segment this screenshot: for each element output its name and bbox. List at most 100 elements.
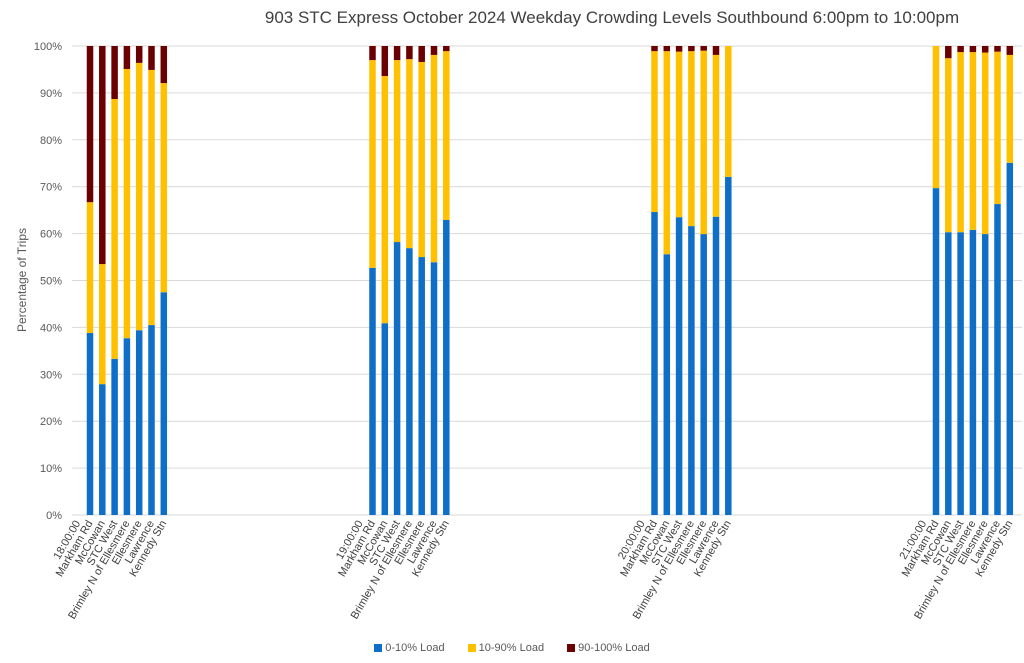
bar-segment-mid-load [1006,54,1014,163]
bar-segment-mid-load [932,46,940,189]
bar-segment-mid-load [123,68,131,339]
bar-segment-high-load [651,46,658,52]
bar-segment-high-load [969,46,977,53]
bar-segment-mid-load [725,46,732,177]
bar-segment-low-load [99,384,106,515]
bar-segment-high-load [994,46,1001,52]
legend-swatch-high [567,644,576,652]
bar-segment-low-load [111,358,118,515]
bar-segment-low-load [712,216,720,515]
y-tick-label: 20% [40,416,62,428]
bar-segment-high-load [381,46,389,77]
bar-segment-high-load [160,46,168,84]
bar-segment-high-load [712,46,720,55]
bar-segment-high-load [99,46,106,265]
bar-segment-mid-load [135,62,143,331]
legend-swatch-low [374,644,383,652]
legend-item-mid: 10-90% Load [467,642,545,654]
bar-segment-high-load [945,46,952,59]
bar-segment-low-load [675,217,683,515]
bar-segment-high-load [123,46,131,69]
bar-segment-low-load [957,232,964,515]
bar-segment-mid-load [981,52,989,235]
chart-title: 903 STC Express October 2024 Weekday Cro… [264,8,960,27]
bar-segment-high-load [443,46,450,52]
bar-segment-high-load [688,46,695,52]
bar-segment-mid-load [99,264,106,385]
bar-segment-low-load [651,212,658,515]
bar-segment-mid-load [969,52,977,230]
bar-segment-mid-load [86,202,94,334]
bar-segment-high-load [957,46,964,53]
bar-segment-low-load [994,204,1001,516]
y-tick-label: 50% [40,276,62,288]
bar-segment-low-load [160,292,168,515]
bar-segment-mid-load [369,60,376,268]
legend-label-mid: 10-90% Load [478,642,545,654]
bar-segment-low-load [688,226,695,515]
bar-segment-mid-load [663,51,671,255]
bar-segment-low-load [443,219,450,515]
bar-segment-low-load [663,254,671,515]
bar-segment-mid-load [418,61,425,258]
bar-segment-mid-load [430,54,438,263]
bar-segment-high-load [663,46,671,52]
bar-segment-low-load [86,333,94,515]
bar-segment-low-load [1006,162,1014,515]
bar-segment-mid-load [393,60,401,243]
bar-segment-low-load [932,188,940,515]
bar-segment-low-load [430,262,438,515]
bar-segment-low-load [123,338,131,515]
legend-item-low: 0-10% Load [374,642,445,654]
bar-segment-low-load [381,323,389,515]
y-tick-label: 70% [40,182,62,194]
y-tick-label: 30% [40,369,62,381]
bar-segment-low-load [406,248,413,515]
bar-segment-mid-load [148,69,155,326]
bar-segment-high-load [700,46,707,51]
bar-segment-high-load [675,46,683,52]
bar-segment-mid-load [381,76,389,324]
bar-segment-low-load [148,325,155,515]
y-tick-label: 90% [40,88,62,100]
bar-segment-high-load [135,46,143,63]
bar-segment-high-load [981,46,989,53]
legend-label-low: 0-10% Load [385,642,445,654]
bar-segment-mid-load [945,58,952,233]
bar-segment-high-load [111,46,118,99]
y-tick-label: 60% [40,229,62,241]
bar-segment-low-load [981,234,989,515]
y-tick-label: 100% [34,41,62,53]
bar-segment-low-load [418,257,425,515]
bar-segment-high-load [406,46,413,60]
bar-segment-low-load [700,234,707,515]
bar-segment-mid-load [700,50,707,235]
bar-segment-mid-load [111,98,118,359]
bar-segment-high-load [369,46,376,61]
bar-segment-mid-load [675,51,683,218]
legend-item-high: 90-100% Load [567,642,650,654]
bar-segment-mid-load [651,51,658,213]
bar-segment-low-load [393,242,401,516]
bar-segment-low-load [969,229,977,515]
legend-label-high: 90-100% Load [578,642,650,654]
bar-segment-high-load [86,46,94,203]
bar-segment-low-load [369,267,376,515]
y-tick-label: 10% [40,463,62,475]
bar-segment-mid-load [994,51,1001,205]
bar-segment-high-load [430,46,438,55]
legend: 0-10% Load 10-90% Load 90-100% Load [0,642,1024,655]
bar-segment-mid-load [443,51,450,220]
bar-segment-mid-load [160,83,168,293]
bar-segment-mid-load [688,51,695,227]
bar-segment-low-load [725,176,732,515]
bar-segment-mid-load [957,52,964,233]
y-tick-label: 0% [46,510,62,522]
y-tick-label: 80% [40,135,62,147]
bar-segment-high-load [148,46,155,70]
bar-segment-low-load [135,330,143,515]
bar-segment-high-load [393,46,401,61]
bar-segment-low-load [945,232,952,515]
legend-swatch-mid [467,644,476,652]
